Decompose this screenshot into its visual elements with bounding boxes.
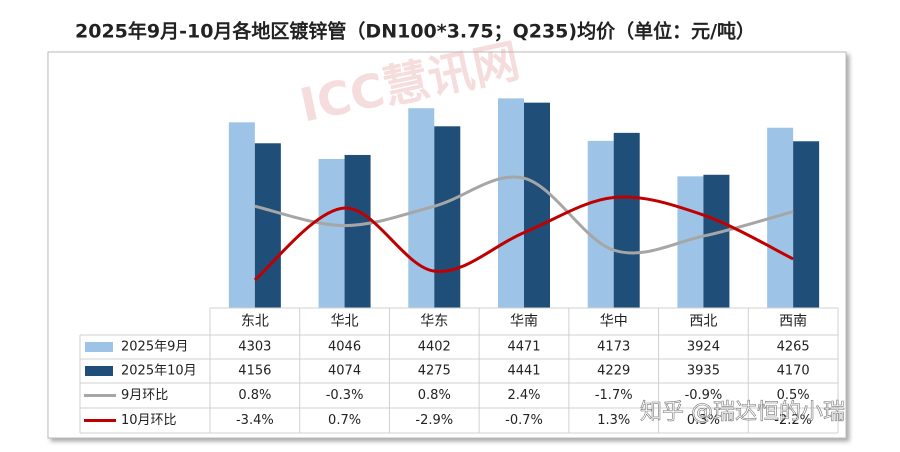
table-value: 0.3% <box>687 413 720 428</box>
table-value: 4074 <box>328 364 361 379</box>
legend-label: 2025年9月 <box>121 340 188 355</box>
table-value: 4265 <box>777 340 810 355</box>
category-label: 华北 <box>331 314 359 330</box>
bar <box>703 174 730 308</box>
table-value: 4275 <box>418 364 451 379</box>
table-value: 4402 <box>418 340 451 355</box>
table-value: -0.3% <box>326 388 364 403</box>
table-value: 4471 <box>507 340 540 355</box>
category-label: 华中 <box>600 314 628 330</box>
table-value: 0.7% <box>328 413 361 428</box>
bar <box>613 132 640 308</box>
table-value: 4156 <box>238 364 271 379</box>
bar <box>793 141 820 308</box>
table-value: -0.9% <box>685 388 723 403</box>
table-value: 1.3% <box>597 413 630 428</box>
legend-label: 9月环比 <box>121 388 168 403</box>
table-value: 3924 <box>687 340 720 355</box>
watermark: 知乎 @瑞达恒的小瑞 <box>640 400 845 425</box>
table-value: -0.7% <box>505 413 543 428</box>
table-value: 4046 <box>328 340 361 355</box>
table-value: 4170 <box>777 364 810 379</box>
category-label: 西南 <box>779 314 807 330</box>
table-value: 0.8% <box>238 388 271 403</box>
bar <box>587 140 614 308</box>
line-series <box>253 195 794 282</box>
table-value: -2.2% <box>774 413 812 428</box>
bar <box>318 158 345 308</box>
category-label: 西北 <box>689 314 717 330</box>
table-value: 2.4% <box>507 388 540 403</box>
line-series <box>254 175 794 255</box>
table-value: -2.9% <box>415 413 453 428</box>
chart-title: 2025年9月-10月各地区镀锌管（DN100*3.75；Q235)均价（单位：… <box>75 20 755 43</box>
bar <box>524 102 550 308</box>
category-label: 东北 <box>241 314 269 330</box>
category-label: 华东 <box>420 314 448 330</box>
category-label: 华南 <box>510 314 538 330</box>
table-value: -1.7% <box>595 388 633 403</box>
legend-label: 2025年10月 <box>121 364 197 379</box>
bar <box>344 154 371 308</box>
table-value: 3935 <box>687 364 720 379</box>
table-value: 4229 <box>597 364 630 379</box>
legend-key <box>85 342 113 352</box>
table-value: 0.5% <box>777 388 810 403</box>
table-value: 4441 <box>507 364 540 379</box>
table-value: -3.4% <box>236 413 274 428</box>
table-value: 0.8% <box>418 388 451 403</box>
table-value: 4303 <box>238 340 271 355</box>
bar <box>228 122 255 308</box>
bar <box>254 143 281 308</box>
bar <box>498 98 524 308</box>
bar <box>434 126 461 308</box>
legend-label: 10月环比 <box>121 413 177 428</box>
table-value: 4173 <box>597 340 630 355</box>
legend-key <box>85 366 113 376</box>
